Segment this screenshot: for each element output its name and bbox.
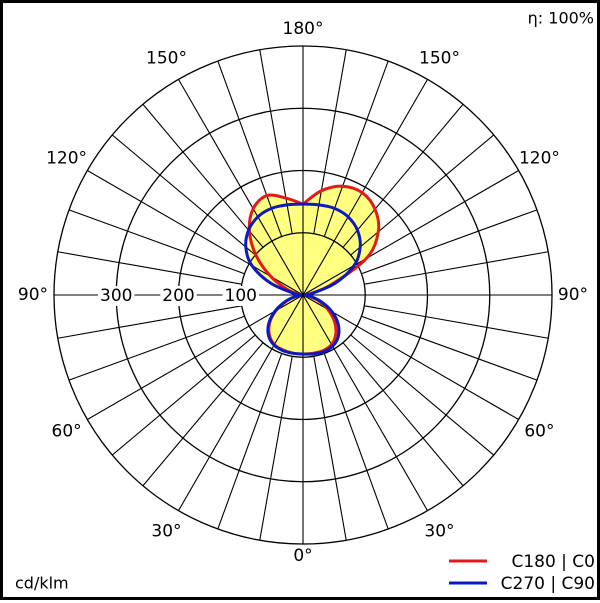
grid-spoke-210 bbox=[178, 79, 304, 296]
grid-spoke-40 bbox=[342, 342, 464, 487]
grid-spoke-290 bbox=[68, 315, 245, 381]
grid-spoke-110 bbox=[361, 209, 538, 275]
angle-label-180-center: 180° bbox=[283, 19, 324, 39]
text-layer: 100 200 300 180° 150° 150° 120° 120° 90° 90° 60° 60… bbox=[15, 9, 595, 595]
grid-spoke-310 bbox=[111, 334, 256, 456]
grid-spoke-80 bbox=[364, 305, 549, 339]
grid-spoke-100 bbox=[364, 251, 549, 285]
grid-spoke-330 bbox=[178, 294, 304, 511]
grid-spoke-230 bbox=[111, 134, 256, 256]
radial-tick-label-200-bg bbox=[160, 286, 197, 306]
grid-spoke-220 bbox=[142, 103, 264, 248]
angle-label-90-left-bg bbox=[15, 285, 51, 305]
grid-spoke-120 bbox=[302, 170, 519, 296]
grid-spoke-30 bbox=[302, 294, 428, 511]
grid-spoke-70 bbox=[361, 315, 538, 381]
angle-label-150-right: 150° bbox=[419, 49, 460, 69]
grid-spoke-60 bbox=[302, 294, 519, 420]
grid-spoke-280 bbox=[57, 305, 242, 339]
radial-tick-label-200: 200 bbox=[162, 286, 194, 306]
grid-spoke-190 bbox=[259, 49, 293, 234]
radial-tick-label-300: 300 bbox=[100, 286, 132, 306]
grid-spoke-170 bbox=[313, 49, 347, 234]
angle-label-90-right: 90° bbox=[558, 285, 588, 305]
grid-spoke-10 bbox=[313, 356, 347, 541]
series-line-1 bbox=[244, 202, 362, 356]
grid-spoke-250 bbox=[68, 209, 245, 275]
grid-spoke-200 bbox=[217, 60, 283, 237]
angle-label-30-right: 30° bbox=[424, 521, 454, 541]
grid-spoke-20 bbox=[323, 353, 389, 530]
grid-spoke-340 bbox=[217, 353, 283, 530]
legend-label-1: C270 | C90 bbox=[501, 574, 595, 594]
grid-spoke-140 bbox=[342, 103, 464, 248]
angle-label-60-left: 60° bbox=[52, 422, 82, 442]
grid-spoke-50 bbox=[350, 334, 495, 456]
grid-spoke-300 bbox=[87, 294, 304, 420]
grid-spoke-130 bbox=[350, 134, 495, 256]
curves-layer bbox=[244, 184, 381, 356]
angle-label-150-left: 150° bbox=[146, 49, 187, 69]
grid-spoke-320 bbox=[142, 342, 264, 487]
unit-label: cd/klm bbox=[15, 574, 69, 593]
angle-label-120-right: 120° bbox=[519, 149, 560, 169]
grid-spoke-260 bbox=[57, 251, 242, 285]
angle-label-90-right-bg bbox=[555, 285, 591, 305]
grid-spoke-150 bbox=[302, 79, 428, 296]
angle-label-30-left: 30° bbox=[151, 521, 181, 541]
angle-label-0-center: 0° bbox=[293, 546, 312, 566]
grid-spoke-350 bbox=[259, 356, 293, 541]
efficiency-label: η: 100% bbox=[528, 9, 594, 28]
angle-label-60-right: 60° bbox=[524, 422, 554, 442]
legend-label-0: C180 | C0 bbox=[511, 552, 595, 572]
radial-tick-label-100-bg bbox=[222, 286, 259, 306]
radial-tick-label-100: 100 bbox=[225, 286, 257, 306]
radial-tick-label-300-bg bbox=[98, 286, 135, 306]
polar-chart: 100 200 300 180° 150° 150° 120° 120° 90° 90° 60° 60… bbox=[15, 9, 595, 595]
angle-label-90-left: 90° bbox=[18, 285, 48, 305]
angle-label-120-left: 120° bbox=[46, 149, 87, 169]
